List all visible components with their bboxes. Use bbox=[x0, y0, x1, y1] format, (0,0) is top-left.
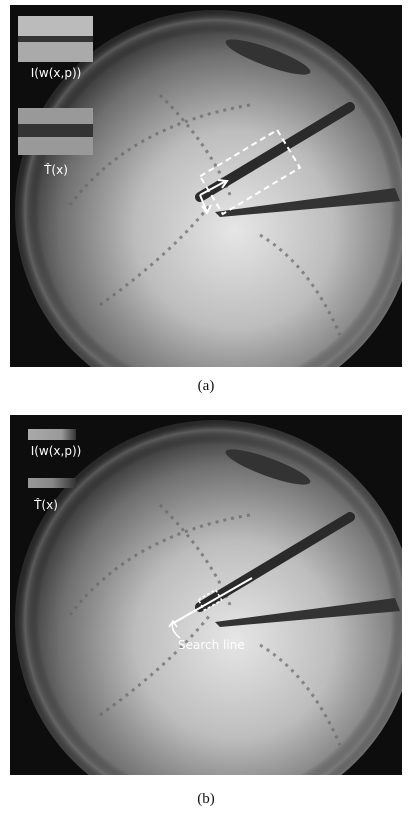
warped-label: I(w(x,p)) bbox=[31, 444, 82, 458]
page: I(w(x,p)) T̂(x) (a) I(w(x,p)) T̂(x) Sear… bbox=[0, 0, 412, 817]
caption-a: (a) bbox=[198, 378, 215, 394]
search-line-label: Search line bbox=[178, 638, 245, 652]
caption-b: (b) bbox=[197, 791, 215, 807]
image-b bbox=[10, 415, 412, 817]
template-label: T̂(x) bbox=[43, 163, 68, 177]
warped-patch-band bbox=[18, 36, 93, 42]
template-patch bbox=[18, 108, 93, 124]
template-patch bbox=[18, 137, 93, 155]
template-patch-band bbox=[18, 124, 93, 137]
template-patch bbox=[28, 478, 76, 488]
warped-label: I(w(x,p)) bbox=[31, 66, 82, 80]
warped-patch bbox=[28, 429, 76, 440]
template-label: T̂(x) bbox=[33, 498, 58, 512]
warped-patch bbox=[18, 16, 93, 36]
warped-patch bbox=[18, 42, 93, 62]
figure: I(w(x,p)) T̂(x) (a) I(w(x,p)) T̂(x) Sear… bbox=[0, 0, 412, 817]
